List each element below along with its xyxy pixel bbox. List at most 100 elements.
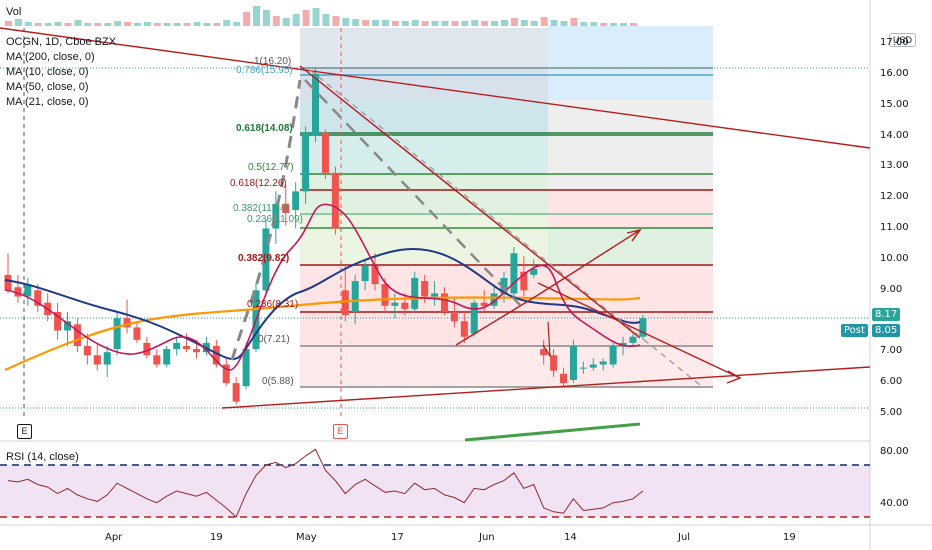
candle-body	[550, 355, 558, 371]
candle-body	[540, 349, 548, 356]
candle-body	[589, 364, 597, 368]
volume-bar	[104, 23, 112, 26]
fib-label: 0.236(11.09)	[247, 214, 303, 225]
candle-body	[133, 327, 141, 340]
fib-label: 0(5.88)	[262, 376, 294, 387]
candle-body	[341, 290, 349, 316]
small-arrow	[542, 321, 551, 359]
fib-label: 0.236(8.31)	[247, 299, 299, 310]
projection-dash	[304, 79, 521, 306]
candle-body	[520, 271, 528, 291]
indicator-ma50[interactable]: MA (50, close, 0)	[6, 81, 89, 93]
rsi-tick: 80.00	[880, 446, 909, 457]
volume-bar	[14, 19, 22, 26]
candle-body	[123, 318, 131, 328]
volume-bar	[620, 23, 628, 26]
earnings-marker[interactable]: E	[17, 424, 32, 439]
volume-bar	[203, 23, 211, 26]
volume-bar	[570, 18, 578, 26]
candle-body	[381, 284, 389, 306]
fib-zone	[300, 28, 548, 68]
last-price-tag: 8.17	[872, 308, 901, 321]
candle-body	[143, 342, 151, 356]
candle-body	[183, 345, 191, 350]
volume-bar	[292, 14, 300, 26]
indicator-ma200[interactable]: MA (200, close, 0)	[6, 51, 95, 63]
fib-zone	[548, 135, 713, 190]
candle-body	[361, 265, 369, 282]
candle-body	[639, 318, 647, 337]
fib-zone	[548, 26, 713, 100]
candle-body	[192, 349, 200, 353]
volume-bar	[253, 6, 260, 26]
candle-body	[222, 364, 230, 384]
volume-bar	[322, 14, 330, 26]
volume-bar	[411, 20, 419, 26]
ma50-line	[464, 422, 641, 442]
volume-bar	[441, 21, 449, 26]
candle-body	[391, 302, 399, 306]
fib-zone	[548, 228, 713, 265]
volume-bar	[401, 21, 409, 26]
candle-body	[371, 265, 379, 285]
price-tick: 13.00	[880, 160, 909, 171]
volume-bar	[34, 23, 42, 26]
date-tick: May	[296, 532, 317, 543]
fib-zone	[548, 265, 713, 312]
indicator-ma21[interactable]: MA (21, close, 0)	[6, 96, 89, 108]
price-tick: 9.00	[880, 284, 903, 295]
price-tick: 6.00	[880, 376, 903, 387]
candle-body	[153, 355, 161, 365]
candle-body	[321, 132, 329, 173]
candle-body	[411, 277, 419, 309]
volume-bar	[5, 21, 12, 26]
volume-bar	[372, 20, 380, 26]
fib-zone	[300, 346, 713, 387]
volume-bar	[600, 23, 608, 26]
price-tick: 10.00	[880, 253, 909, 264]
candle-body	[242, 349, 250, 387]
volume-bar	[381, 20, 389, 26]
currency-badge[interactable]: USD	[889, 33, 917, 47]
volume-bar	[530, 21, 538, 26]
trendline	[299, 65, 641, 339]
volume-bar	[124, 22, 132, 26]
symbol-line[interactable]: OCGN, 1D, Cboe BZX	[6, 36, 117, 48]
volume-bar	[302, 10, 310, 26]
candle-body	[103, 352, 111, 365]
price-tick: 12.00	[880, 191, 909, 202]
candle-body	[569, 345, 577, 380]
price-tick: 11.00	[880, 222, 909, 233]
fib-label: 0(7.21)	[258, 334, 290, 345]
date-tick: Apr	[105, 532, 123, 543]
volume-bar	[580, 22, 588, 26]
rsi-label[interactable]: RSI (14, close)	[6, 451, 79, 463]
volume-bar	[501, 20, 508, 26]
indicator-ma10[interactable]: MA (10, close, 0)	[6, 66, 89, 78]
candle-body	[421, 281, 429, 297]
candle-body	[54, 311, 62, 331]
fib-label: 0.382(11.44)	[233, 203, 289, 214]
price-tick: 15.00	[880, 99, 909, 110]
date-tick: 19	[210, 532, 223, 543]
volume-bar	[133, 23, 141, 26]
candle-body	[460, 321, 468, 337]
earnings-marker[interactable]: E	[333, 424, 348, 439]
candle-body	[470, 302, 478, 334]
trendline	[537, 282, 741, 379]
volume-bar	[629, 23, 637, 26]
candle-body	[4, 274, 12, 291]
projection-dash	[230, 79, 302, 361]
candle-body	[14, 287, 22, 297]
volume-bar	[520, 20, 528, 26]
volume-bar	[74, 20, 82, 26]
date-tick: Jun	[479, 532, 495, 543]
volume-bar	[362, 20, 370, 26]
candle-body	[560, 373, 568, 384]
volume-bar	[143, 22, 151, 26]
fib-zone	[300, 312, 713, 346]
candle-body	[262, 228, 270, 291]
candle-body	[480, 302, 488, 306]
candle-body	[579, 367, 587, 369]
